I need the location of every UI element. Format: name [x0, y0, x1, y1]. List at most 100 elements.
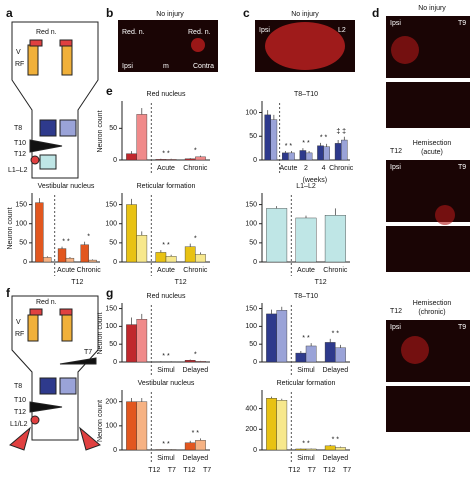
significance-mark: * *	[332, 437, 340, 444]
x-tick-label: 2	[304, 165, 308, 172]
significance-mark: * *	[320, 135, 328, 142]
y-tick-label: 0	[253, 359, 257, 366]
y-tick-label: 100	[105, 423, 117, 430]
significance-mark: * *	[162, 441, 170, 448]
bar	[288, 152, 295, 161]
chart-title: Reticular formation	[137, 183, 196, 190]
panel-letter: b	[106, 6, 113, 20]
diagram-label: L1–L2	[8, 167, 28, 174]
bar	[88, 259, 97, 263]
x-tick-label: Delayed	[182, 367, 208, 374]
significance-mark: * *	[162, 242, 170, 249]
x-note: T7	[203, 467, 211, 474]
significance-mark: * *	[302, 140, 310, 147]
x-note: T12	[288, 467, 300, 474]
bar	[43, 257, 52, 263]
bar	[126, 324, 137, 363]
diagram-label: RF	[15, 61, 24, 68]
significance-mark: * *	[302, 440, 310, 447]
bar	[80, 244, 89, 263]
y-tick-label: 150	[105, 201, 117, 208]
x-note: T7	[343, 467, 351, 474]
y-tick-label: 50	[109, 125, 117, 132]
bar	[155, 252, 167, 263]
x-note: T7	[168, 467, 176, 474]
image-label: Red. n.	[122, 29, 145, 36]
bar	[136, 114, 148, 161]
x-tick-label: Delayed	[322, 367, 348, 374]
chart-title: Reticular formation	[277, 380, 336, 387]
x-tick-label: Acute	[57, 267, 75, 274]
x-note: T12	[323, 467, 335, 474]
y-tick-label: 150	[245, 201, 257, 208]
bar	[324, 215, 346, 263]
y-tick-label: 100	[245, 109, 257, 116]
bar	[165, 256, 177, 263]
chart-title: Red nucleus	[147, 91, 186, 98]
chart-title: T8–T10	[294, 293, 318, 300]
chart-title: T8–T10	[294, 91, 318, 98]
bar	[276, 400, 288, 451]
chart-title: Vestibular nucleus	[38, 183, 95, 190]
y-tick-label: 100	[105, 221, 117, 228]
y-tick-label: 200	[245, 426, 257, 433]
panel-letter: d	[372, 6, 379, 20]
image-title: No injury	[291, 11, 319, 18]
y-tick-label: 100	[15, 221, 27, 228]
x-tick-label: Simul	[297, 367, 315, 374]
bar	[136, 234, 148, 263]
x-note: T12	[315, 279, 327, 286]
significance-mark: * *	[285, 143, 293, 150]
x-note: (weeks)	[303, 177, 328, 184]
diagram-label: T10	[14, 397, 26, 404]
bar	[266, 313, 277, 363]
diagram-label: T8	[14, 383, 22, 390]
panel-letter: a	[6, 6, 13, 20]
image-label: m	[163, 63, 169, 70]
chart-title: Red nucleus	[147, 293, 186, 300]
image-title: (chronic)	[418, 309, 445, 316]
significance-mark: * *	[332, 331, 340, 338]
bar	[184, 246, 196, 263]
x-tick-label: Acute	[157, 165, 175, 172]
diagram-label: V	[16, 319, 21, 326]
bar	[324, 342, 336, 363]
bar	[295, 352, 307, 363]
y-tick-label: 0	[113, 259, 117, 266]
image-label: Red. n.	[188, 29, 211, 36]
bar	[184, 442, 196, 451]
significance-mark: * *	[162, 151, 170, 158]
significance-mark: * *	[162, 353, 170, 360]
panel-letter: g	[106, 286, 113, 300]
bar	[317, 145, 324, 161]
y-tick-label: 0	[23, 259, 27, 266]
y-tick-label: 0	[253, 157, 257, 164]
bar	[305, 448, 317, 451]
bar	[57, 248, 67, 263]
y-tick-label: 0	[113, 447, 117, 454]
image-title: Hemisection	[413, 300, 452, 307]
bar	[126, 401, 137, 451]
bar	[195, 156, 206, 161]
bar	[270, 119, 278, 161]
bar	[335, 447, 346, 451]
y-tick-label: 50	[249, 240, 257, 247]
bar	[155, 159, 167, 161]
bar	[136, 319, 148, 363]
bar	[295, 217, 317, 263]
x-tick-label: Simul	[297, 455, 315, 462]
y-tick-label: 50	[249, 133, 257, 140]
bar	[341, 139, 348, 161]
diagram-a	[11, 21, 99, 179]
bar	[264, 114, 272, 161]
y-tick-label: 50	[109, 341, 117, 348]
diagram-label: T8	[14, 125, 22, 132]
diagram-label: V	[16, 49, 21, 56]
bar	[335, 347, 346, 363]
x-tick-label: Chronic	[323, 267, 348, 274]
image-label: Ipsi	[390, 324, 401, 331]
image-title: No injury	[418, 5, 446, 12]
bar	[65, 257, 75, 263]
bar	[295, 448, 307, 451]
